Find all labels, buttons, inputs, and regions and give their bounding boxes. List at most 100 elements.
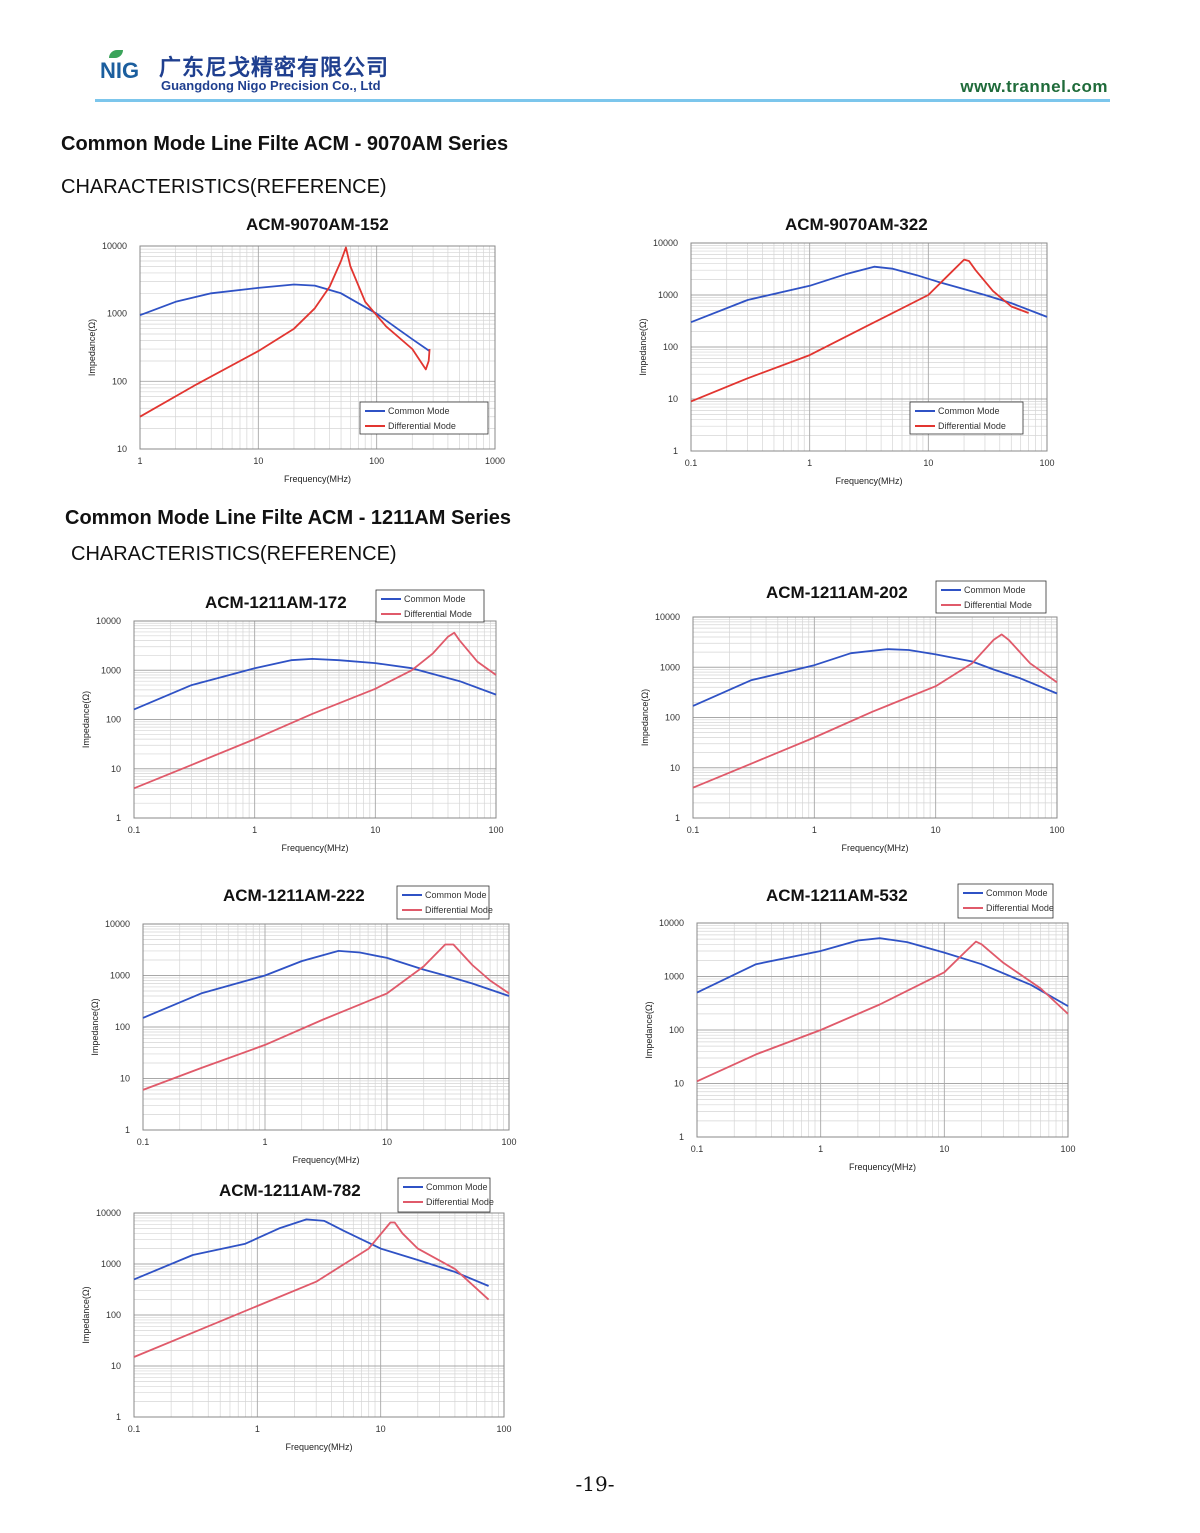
company-name-en: Guangdong Nigo Precision Co., Ltd <box>161 78 381 93</box>
section-title-1211: Common Mode Line Filte ACM - 1211AM Seri… <box>65 507 512 529</box>
grid <box>133 1212 505 1418</box>
y-tick-label: 100 <box>112 376 127 386</box>
chart-title: ACM-1211AM-202 <box>766 583 908 602</box>
y-tick-label: 10000 <box>655 612 680 622</box>
section-title-9070: Common Mode Line Filte ACM - 9070AM Seri… <box>61 133 509 155</box>
y-tick-label: 1000 <box>664 972 684 982</box>
series-line-differential-mode <box>692 633 1058 789</box>
y-tick-label: 1000 <box>107 309 127 319</box>
series-line-differential-mode <box>690 258 1029 403</box>
y-tick-label: 100 <box>665 713 680 723</box>
plot-frame <box>696 922 1069 1138</box>
chart-title: ACM-1211AM-782 <box>219 1181 361 1200</box>
chart-title: ACM-1211AM-222 <box>223 886 365 905</box>
y-tick-label: 1 <box>125 1125 130 1135</box>
legend-label: Differential Mode <box>986 903 1054 913</box>
x-tick-label: 10 <box>370 825 380 835</box>
chart-acm-1211am-532: 0.1 1 10 100 1 10 100 1000 10000 Frequency(MHz) Im… <box>644 883 1076 1172</box>
y-tick-label: 10000 <box>96 616 121 626</box>
x-tick-label: 0.1 <box>128 825 141 835</box>
legend-label: Common Mode <box>425 890 487 900</box>
chart-acm-1211am-202: 0.1 1 10 100 1 10 100 1000 10000 Frequency(MHz) Im… <box>640 580 1065 853</box>
x-tick-label: 100 <box>1039 458 1054 468</box>
legend-box <box>396 885 490 920</box>
y-axis-label: Impedance(Ω) <box>90 998 100 1055</box>
series-line-differential-mode <box>133 1221 490 1358</box>
y-tick-label: 1 <box>679 1132 684 1142</box>
x-tick-label: 10 <box>376 1424 386 1434</box>
series-line-common-mode <box>133 658 497 711</box>
x-axis-label: Frequency(MHz) <box>285 1442 352 1452</box>
legend-label: Common Mode <box>964 585 1026 595</box>
x-axis-label: Frequency(MHz) <box>284 474 351 484</box>
y-tick-label: 10 <box>674 1079 684 1089</box>
x-axis-label: Frequency(MHz) <box>281 843 348 853</box>
legend-box <box>957 883 1054 919</box>
x-tick-label: 10 <box>253 456 263 466</box>
plot-frame <box>692 616 1058 819</box>
chart-title: ACM-9070AM-322 <box>785 215 928 234</box>
x-tick-label: 1 <box>137 456 142 466</box>
series-line-common-mode <box>142 950 510 1019</box>
x-tick-label: 1000 <box>485 456 505 466</box>
y-tick-label: 10000 <box>96 1208 121 1218</box>
y-tick-label: 1 <box>116 813 121 823</box>
series-line-differential-mode <box>133 631 497 790</box>
legend: Common Mode Differential Mode <box>397 1177 494 1213</box>
series-line-differential-mode <box>142 943 510 1091</box>
website-url[interactable]: www.trannel.com <box>960 77 1108 96</box>
chart-acm-1211am-172: 0.1 1 10 100 1 10 100 1000 10000 Frequency(MHz) Im… <box>81 589 504 853</box>
plot-frame <box>133 1212 505 1418</box>
x-axis-label: Frequency(MHz) <box>835 476 902 486</box>
grid <box>142 923 510 1131</box>
x-tick-label: 1 <box>255 1424 260 1434</box>
plot-frame <box>133 620 497 819</box>
x-tick-label: 100 <box>488 825 503 835</box>
y-tick-label: 1000 <box>110 971 130 981</box>
legend-label: Common Mode <box>404 594 466 604</box>
legend: Common Mode Differential Mode <box>909 401 1024 435</box>
y-tick-label: 1 <box>673 446 678 456</box>
x-tick-label: 0.1 <box>691 1144 704 1154</box>
series-line-common-mode <box>133 1218 489 1287</box>
x-tick-label: 0.1 <box>685 458 698 468</box>
y-tick-label: 1000 <box>658 290 678 300</box>
y-tick-label: 10 <box>117 444 127 454</box>
y-tick-label: 10 <box>111 764 121 774</box>
x-tick-label: 10 <box>939 1144 949 1154</box>
x-axis-label: Frequency(MHz) <box>849 1162 916 1172</box>
x-tick-label: 1 <box>807 458 812 468</box>
series-line-differential-mode <box>696 940 1069 1083</box>
legend-label: Differential Mode <box>964 600 1032 610</box>
leaf-icon <box>109 50 123 58</box>
y-tick-label: 10000 <box>102 241 127 251</box>
legend-label: Differential Mode <box>404 609 472 619</box>
grid <box>696 922 1069 1138</box>
x-tick-label: 1 <box>818 1144 823 1154</box>
x-tick-label: 10 <box>931 825 941 835</box>
chart-title: ACM-1211AM-532 <box>766 886 908 905</box>
y-tick-label: 100 <box>106 1310 121 1320</box>
x-axis-label: Frequency(MHz) <box>292 1155 359 1165</box>
y-tick-label: 100 <box>663 342 678 352</box>
page-header: NIG 广东尼戈精密有限公司 Guangdong Nigo Precision … <box>95 50 1110 102</box>
legend: Common Mode Differential Mode <box>396 885 493 920</box>
grid <box>133 620 497 819</box>
series-line-common-mode <box>692 648 1058 707</box>
y-tick-label: 1000 <box>101 1259 121 1269</box>
legend-label: Differential Mode <box>388 421 456 431</box>
y-tick-label: 1000 <box>101 665 121 675</box>
legend-label: Differential Mode <box>938 421 1006 431</box>
y-tick-label: 100 <box>669 1025 684 1035</box>
legend-box <box>909 401 1024 435</box>
y-tick-label: 100 <box>115 1022 130 1032</box>
chart-acm-1211am-222: 0.1 1 10 100 1 10 100 1000 10000 Frequency(MHz) Im… <box>90 885 517 1165</box>
y-tick-label: 10000 <box>105 919 130 929</box>
x-tick-label: 1 <box>812 825 817 835</box>
legend: Common Mode Differential Mode <box>359 401 489 435</box>
chart-acm-9070am-322: 0.1 1 10 100 1 10 100 1000 10000 Frequency(MHz) Im… <box>638 238 1055 486</box>
legend: Common Mode Differential Mode <box>957 883 1054 919</box>
y-tick-label: 100 <box>106 715 121 725</box>
plot-frame <box>142 923 510 1131</box>
legend-box <box>397 1177 491 1213</box>
